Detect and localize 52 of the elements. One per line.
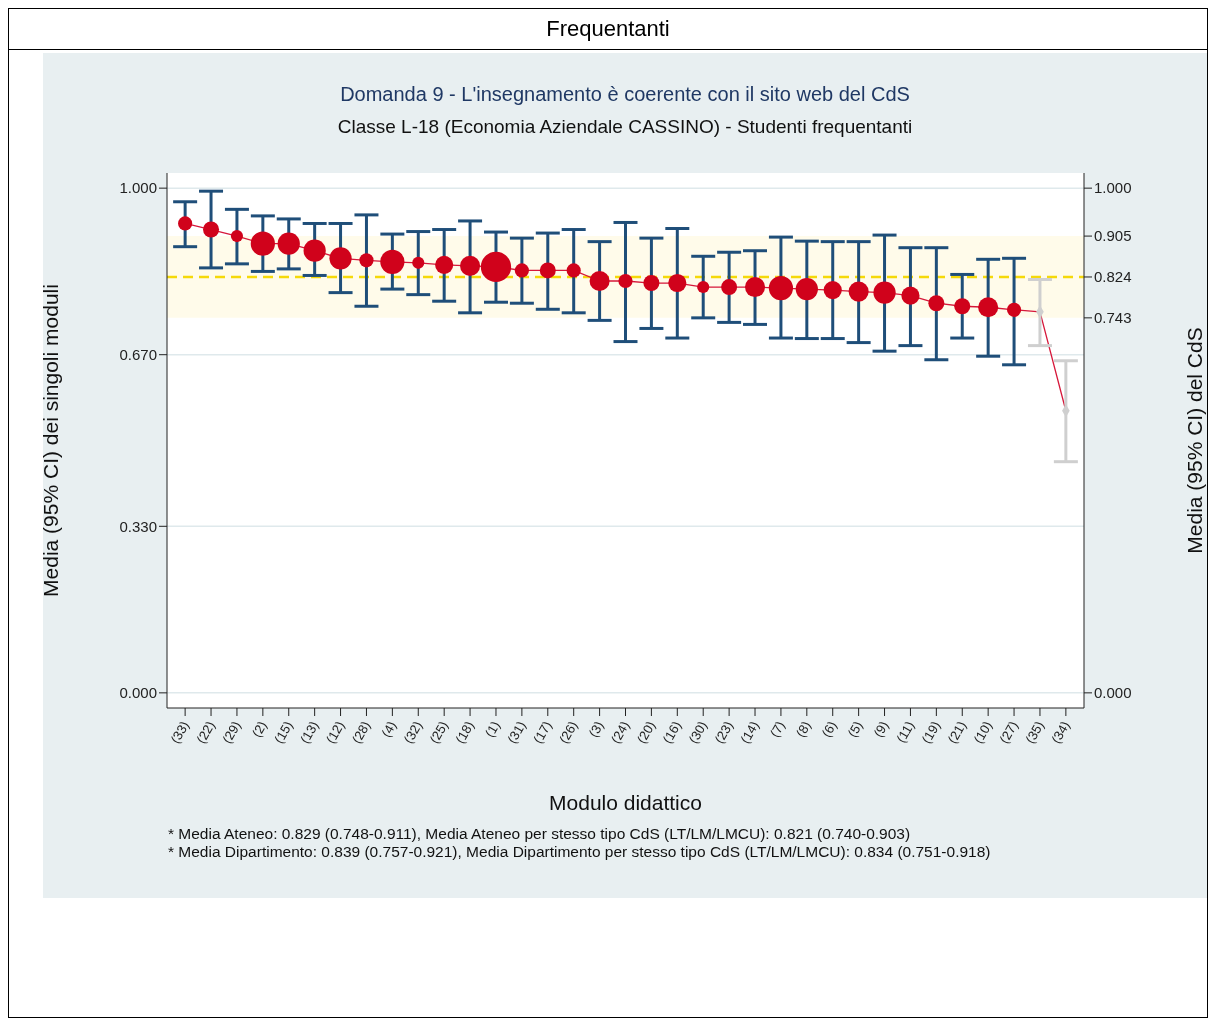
x-tick-label: (4) — [378, 718, 400, 740]
x-tick-label: (13) — [297, 718, 322, 747]
x-tick-label: (3) — [585, 718, 607, 740]
y2-tick-label: 0.824 — [1094, 268, 1132, 286]
x-tick-label: (21) — [944, 718, 970, 747]
x-tick-label: (14) — [737, 718, 762, 747]
x-tick-label: (27) — [996, 718, 1021, 747]
x-tick-label: (20) — [633, 718, 659, 747]
text: * Media Dipartimento: 0.839 (0.757-0.921), Media Dipartimento per stesso tipo CdS (LT/LM/LMCU): 0.834 (0.751-0.918) — [168, 843, 991, 861]
x-tick-label: (31) — [504, 718, 529, 747]
x-tick-label: (15) — [271, 718, 296, 747]
x-tick-label: (30) — [685, 718, 711, 747]
x-tick-label: (26) — [556, 718, 581, 747]
text: * Media Ateneo: 0.829 (0.748-0.911), Media Ateneo per stesso tipo CdS (LT/LM/LMCU): 0.821 (0.740-0.903) — [168, 825, 912, 843]
text: Frequentanti — [9, 9, 1207, 50]
x-tick-label: (29) — [219, 718, 244, 747]
x-tick-label: (11) — [893, 718, 918, 746]
y2-tick-label: 1.000 — [1094, 179, 1132, 197]
chart-title: Domanda 9 - L'insegnamento è coerente con il sito web del CdS — [339, 82, 911, 106]
chart-subtitle: Classe L-18 (Economia Aziendale CASSINO) - Studenti frequentanti — [336, 115, 914, 138]
x-tick-label: (25) — [426, 718, 452, 747]
x-tick-label: (5) — [844, 718, 866, 740]
x-tick-label: (22) — [193, 718, 218, 747]
y2-tick-label: 0.905 — [1094, 227, 1132, 245]
y-tick-label: 0.330 — [119, 517, 157, 535]
x-tick-label: (12) — [322, 718, 348, 747]
x-tick-label: (23) — [711, 718, 737, 747]
x-tick-label: (35) — [1022, 718, 1047, 747]
x-tick-label: (8) — [792, 718, 814, 740]
x-tick-label: (19) — [918, 718, 944, 747]
x-tick-label: (7) — [766, 718, 788, 740]
x-tick-label: (28) — [348, 718, 374, 747]
y-tick-label: 1.000 — [119, 179, 157, 197]
x-tick-label: (2) — [248, 718, 270, 740]
x-tick-label: (6) — [818, 718, 840, 740]
x-tick-label: (10) — [970, 718, 996, 747]
y-axis-title: Media (95% CI) dei singoli moduli — [39, 284, 63, 597]
x-axis-title: Modulo didattico — [549, 791, 702, 814]
x-tick-label: (18) — [452, 718, 477, 747]
y2-tick-label: 0.000 — [1094, 684, 1132, 702]
y2-axis-title: Media (95% CI) del CdS — [1183, 327, 1207, 554]
x-tick-label: (32) — [400, 718, 426, 747]
y2-tick-label: 0.743 — [1094, 309, 1132, 327]
x-tick-label: (34) — [1048, 718, 1073, 747]
y-tick-label: 0.000 — [119, 684, 157, 702]
y-tick-label: 0.670 — [119, 346, 157, 364]
x-tick-label: (9) — [870, 718, 892, 740]
x-tick-label: (1) — [481, 718, 503, 740]
x-tick-label: (17) — [530, 718, 555, 747]
x-tick-label: (24) — [607, 718, 633, 747]
x-tick-label: (33) — [167, 718, 193, 747]
x-tick-label: (16) — [659, 718, 685, 747]
